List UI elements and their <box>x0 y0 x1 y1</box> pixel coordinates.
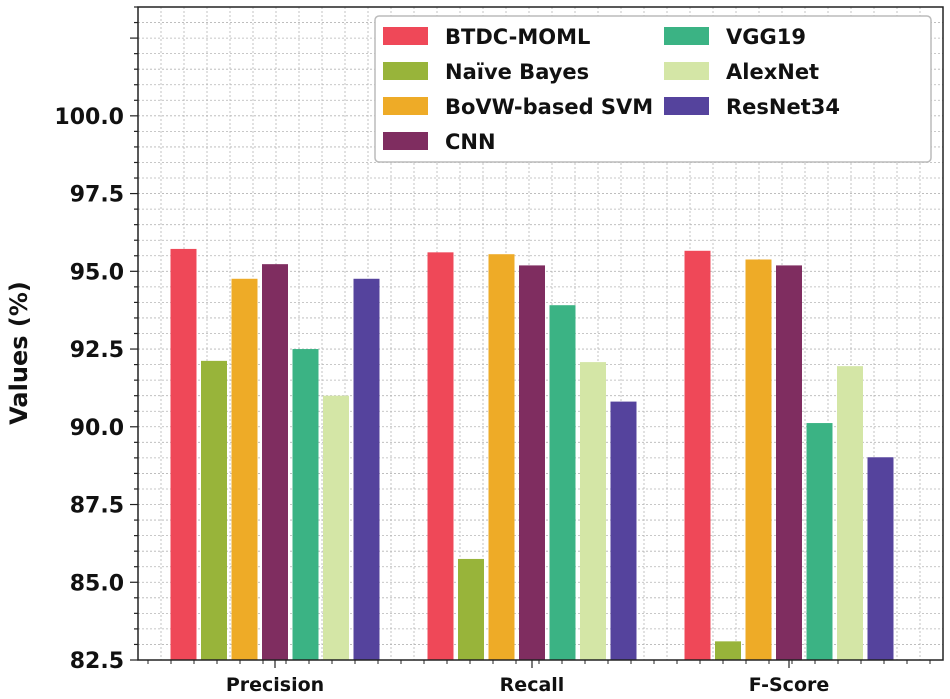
x-tick-label: Recall <box>500 674 565 695</box>
legend-label: CNN <box>445 130 496 154</box>
bar-cnn-f-score <box>776 265 802 660</box>
bar-vgg19-f-score <box>806 423 833 660</box>
bar-alexnet-precision <box>323 395 349 660</box>
y-tick-label: 92.5 <box>70 338 124 363</box>
legend-swatch <box>664 62 709 80</box>
y-tick-label: 100.0 <box>54 105 124 130</box>
legend-swatch <box>664 97 709 115</box>
legend-label: VGG19 <box>726 25 806 49</box>
bar-bovw-based-svm-recall <box>488 254 515 660</box>
bar-btdc-moml-recall <box>427 252 454 660</box>
y-tick-labels: 82.5 85.0 87.5 90.0 92.5 95.0 97.5 100.0 <box>54 105 124 674</box>
bar-na-ve-bayes-recall <box>458 558 484 660</box>
x-tick-label: Precision <box>226 674 324 695</box>
bar-resnet34-precision <box>353 278 380 660</box>
legend-label: BTDC-MOML <box>445 25 590 49</box>
legend-box <box>374 15 932 163</box>
bar-bovw-based-svm-precision <box>231 278 258 660</box>
legend-label: ResNet34 <box>726 95 840 119</box>
y-tick-label: 97.5 <box>70 183 124 208</box>
legend-swatch <box>664 27 709 45</box>
legend-label: AlexNet <box>726 60 819 84</box>
legend-swatch <box>383 132 428 150</box>
legend: BTDC-MOML Naïve Bayes BoVW-based SVM CNN VGG… <box>374 15 932 163</box>
y-tick-label: 90.0 <box>70 416 124 441</box>
y-axis-label: Values (%) <box>5 281 33 425</box>
legend-label: Naïve Bayes <box>445 60 589 84</box>
tick-marks <box>130 6 931 664</box>
bar-resnet34-recall <box>610 401 637 660</box>
bar-na-ve-bayes-precision <box>201 360 227 660</box>
legend-label: BoVW-based SVM <box>445 95 653 119</box>
bar-btdc-moml-precision <box>170 248 197 660</box>
y-tick-label: 82.5 <box>70 649 124 674</box>
legend-swatch <box>383 97 428 115</box>
legend-swatch <box>383 27 428 45</box>
bar-resnet34-f-score <box>867 457 894 660</box>
bar-vgg19-recall <box>549 305 576 660</box>
x-tick-labels: Precision Recall F-Score <box>226 660 830 696</box>
bar-alexnet-f-score <box>837 366 863 660</box>
y-tick-label: 95.0 <box>70 260 124 285</box>
y-tick-label: 87.5 <box>70 494 124 519</box>
bar-bovw-based-svm-f-score <box>745 259 772 660</box>
bars <box>170 248 894 660</box>
bar-btdc-moml-f-score <box>684 250 711 660</box>
legend-swatch <box>383 62 428 80</box>
y-tick-label: 85.0 <box>70 571 124 596</box>
bar-cnn-recall <box>519 265 545 660</box>
x-tick-label: F-Score <box>749 674 830 695</box>
bar-cnn-precision <box>262 264 288 660</box>
bar-na-ve-bayes-f-score <box>715 641 741 660</box>
bar-vgg19-precision <box>292 349 319 660</box>
bar-alexnet-recall <box>580 362 606 660</box>
